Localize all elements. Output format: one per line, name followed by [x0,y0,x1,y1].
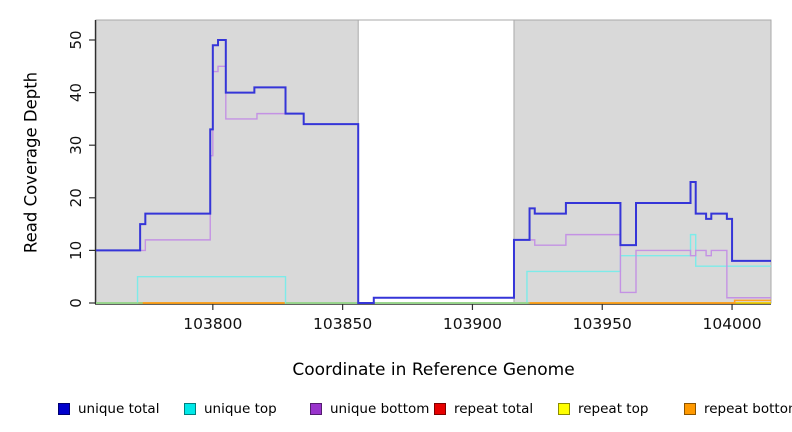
legend-swatch-unique-total [58,403,70,415]
legend-item-repeat-top: repeat top [558,398,648,420]
legend-item-repeat-bottom: repeat bottom [684,398,792,420]
x-tick-label: 104000 [702,315,761,333]
legend-swatch-unique-top [184,403,196,415]
y-tick-label: 10 [67,241,85,260]
y-tick-label: 0 [67,298,85,308]
legend-swatch-repeat-top [558,403,570,415]
x-tick-label: 103800 [183,315,242,333]
legend-label: unique bottom [330,401,430,417]
y-tick-label: 40 [67,83,85,102]
legend-item-repeat-total: repeat total [434,398,533,420]
y-tick-label: 50 [67,30,85,49]
series-line-unique-total [96,38,771,304]
masked-region-panel [95,19,359,304]
legend-label: repeat top [578,401,649,417]
legend-label: repeat bottom [704,401,792,417]
x-tick-label: 103900 [443,315,502,333]
legend-label: unique total [78,401,160,417]
legend-item-unique-top: unique top [184,398,277,420]
x-axis-title: Coordinate in Reference Genome [292,360,575,380]
x-tick-label: 103850 [313,315,372,333]
legend-label: repeat total [454,401,534,417]
legend-item-unique-total: unique total [58,398,159,420]
legend-swatch-unique-bottom [310,403,322,415]
legend-swatch-repeat-bottom [684,403,696,415]
legend-label: unique top [204,401,277,417]
legend: unique total unique top unique bottom repea… [0,398,792,424]
legend-item-unique-bottom: unique bottom [310,398,429,420]
y-tick-label: 20 [67,188,85,207]
x-tick-label: 103950 [573,315,632,333]
series-line-unique-top [96,233,771,304]
y-axis-title: Read Coverage Depth [21,71,41,254]
legend-swatch-repeat-total [434,403,446,415]
y-tick-label: 30 [67,136,85,155]
